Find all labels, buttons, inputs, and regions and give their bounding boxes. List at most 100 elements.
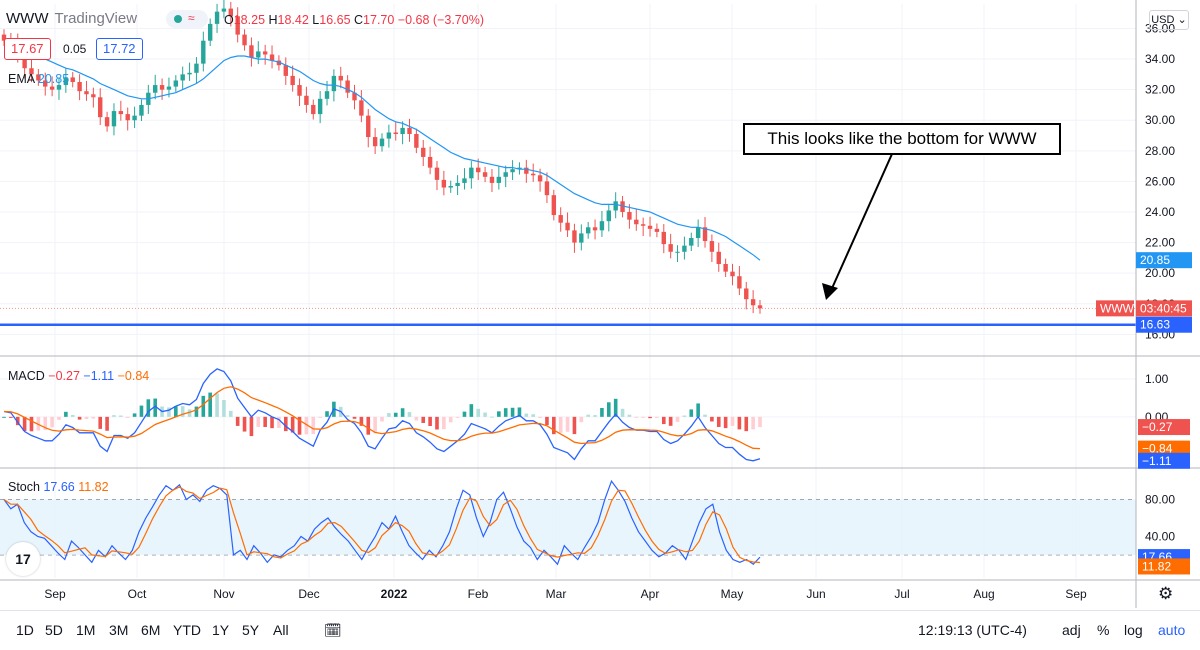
candle-body	[723, 264, 728, 272]
candle-body	[70, 77, 75, 82]
candle-body	[634, 219, 639, 225]
macd-hist-bar	[586, 414, 590, 417]
candle-body	[489, 176, 495, 183]
timeframe-1m[interactable]: 1M	[76, 622, 96, 638]
candle-body	[338, 75, 343, 81]
auto-toggle[interactable]: auto	[1158, 622, 1186, 638]
macd-hist-bar	[304, 416, 309, 435]
candle-body	[311, 104, 316, 115]
timeframe-ytd[interactable]: YTD	[173, 622, 201, 638]
candle-body	[269, 54, 275, 61]
candle-body	[56, 85, 62, 90]
currency-selector[interactable]: USD ⌄	[1149, 10, 1189, 30]
macd-hist-bar	[682, 415, 687, 417]
y-tick-label: 24.00	[1145, 205, 1175, 219]
candle-body	[427, 156, 433, 168]
macd-hist-bar	[215, 393, 219, 417]
stoch-legend[interactable]: Stoch 17.66 11.82	[8, 480, 109, 494]
macd-hist-bar	[710, 416, 714, 422]
candle-body	[730, 271, 735, 277]
timeframe-all[interactable]: All	[273, 622, 289, 638]
candle-body	[36, 74, 41, 81]
date-range-icon[interactable]: 🗓	[324, 622, 342, 638]
symbol-title[interactable]: WWW TradingView	[6, 10, 137, 27]
timeframe-6m[interactable]: 6M	[141, 622, 161, 638]
bid-price[interactable]: 17.67	[4, 38, 51, 60]
clock-readout[interactable]: 12:19:13 (UTC-4)	[918, 622, 1027, 638]
stoch-d-tag: 11.82	[1142, 559, 1171, 573]
macd-hist-bar	[318, 416, 322, 418]
candle-body	[139, 104, 144, 116]
candle-body	[448, 186, 453, 188]
macd-hist-bar	[256, 416, 261, 427]
timeframe-3m[interactable]: 3M	[109, 622, 129, 638]
candle-body	[173, 80, 179, 87]
candle-body	[682, 245, 687, 252]
candle-body	[400, 127, 405, 134]
macd-hist-bar	[366, 416, 371, 435]
candle-body	[63, 77, 69, 86]
macd-hist-bar	[98, 416, 103, 429]
macd-hist-bar	[455, 416, 460, 418]
timeframe-5y[interactable]: 5Y	[242, 622, 260, 638]
candle-body	[379, 138, 385, 147]
candle-body	[689, 238, 694, 246]
stoch-tick-label: 80.00	[1145, 493, 1175, 507]
x-tick-label: Apr	[641, 587, 660, 601]
macd-hist-bar	[387, 413, 391, 417]
x-tick-label: 2022	[381, 587, 408, 601]
macd-hist-bar	[380, 416, 384, 422]
macd-hist-bar	[407, 412, 412, 417]
candle-body	[757, 305, 763, 309]
macd-hist-bar	[627, 414, 632, 417]
macd-hist-bar	[201, 395, 206, 417]
macd-hist-tag: −0.27	[1142, 420, 1173, 434]
timeframe-1d[interactable]: 1D	[16, 622, 34, 638]
timeframe-1y[interactable]: 1Y	[212, 622, 230, 638]
macd-hist-bar	[29, 416, 34, 432]
macd-legend[interactable]: MACD −0.27 −1.11 −0.84	[8, 369, 150, 383]
ema-legend[interactable]: EMA 20.85	[8, 72, 70, 86]
macd-hist-bar	[572, 416, 577, 435]
ema-line	[3, 46, 761, 261]
timeframe-5d[interactable]: 5D	[45, 622, 63, 638]
candle-body	[716, 251, 721, 264]
macd-hist-bar	[503, 408, 508, 417]
macd-hist-bar	[476, 408, 481, 417]
x-tick-label: Aug	[973, 587, 994, 601]
adj-toggle[interactable]: adj	[1062, 622, 1081, 638]
candle-body	[159, 85, 165, 90]
log-toggle[interactable]: log	[1124, 622, 1143, 638]
candle-body	[750, 299, 756, 306]
symbol: WWW	[6, 10, 49, 27]
candle-body	[1, 34, 7, 41]
tradingview-logo-icon[interactable]: 17	[6, 542, 40, 576]
ask-price[interactable]: 17.72	[96, 38, 143, 60]
candle-body	[98, 97, 103, 118]
gear-icon[interactable]: ⚙	[1158, 584, 1174, 603]
candle-body	[599, 221, 605, 231]
candle-body	[510, 169, 515, 173]
candle-body	[606, 210, 611, 222]
x-tick-label: Mar	[546, 587, 567, 601]
candle-body	[256, 51, 261, 58]
candle-body	[572, 230, 577, 243]
macd-hist-bar	[153, 398, 157, 417]
macd-hist-bar	[290, 416, 295, 433]
candle-body	[290, 75, 295, 86]
ohlc-readout: O18.25 H18.42 L16.65 C17.70 −0.68 (−3.70…	[224, 13, 484, 27]
macd-hist-bar	[270, 416, 274, 429]
candle-body	[249, 45, 254, 58]
candle-body	[551, 195, 557, 216]
macd-hist-bar	[139, 405, 144, 417]
macd-hist-bar	[545, 416, 549, 426]
macd-hist-bar	[538, 416, 542, 418]
macd-hist-bar	[689, 409, 694, 417]
candle-body	[317, 98, 323, 115]
y-tick-label: 22.00	[1145, 236, 1175, 250]
percent-toggle[interactable]: %	[1097, 622, 1110, 638]
annotation-text-box[interactable]: This looks like the bottom for WWW	[743, 123, 1061, 155]
candle-body	[592, 227, 598, 231]
market-status-badge[interactable]: ≈	[166, 10, 208, 28]
